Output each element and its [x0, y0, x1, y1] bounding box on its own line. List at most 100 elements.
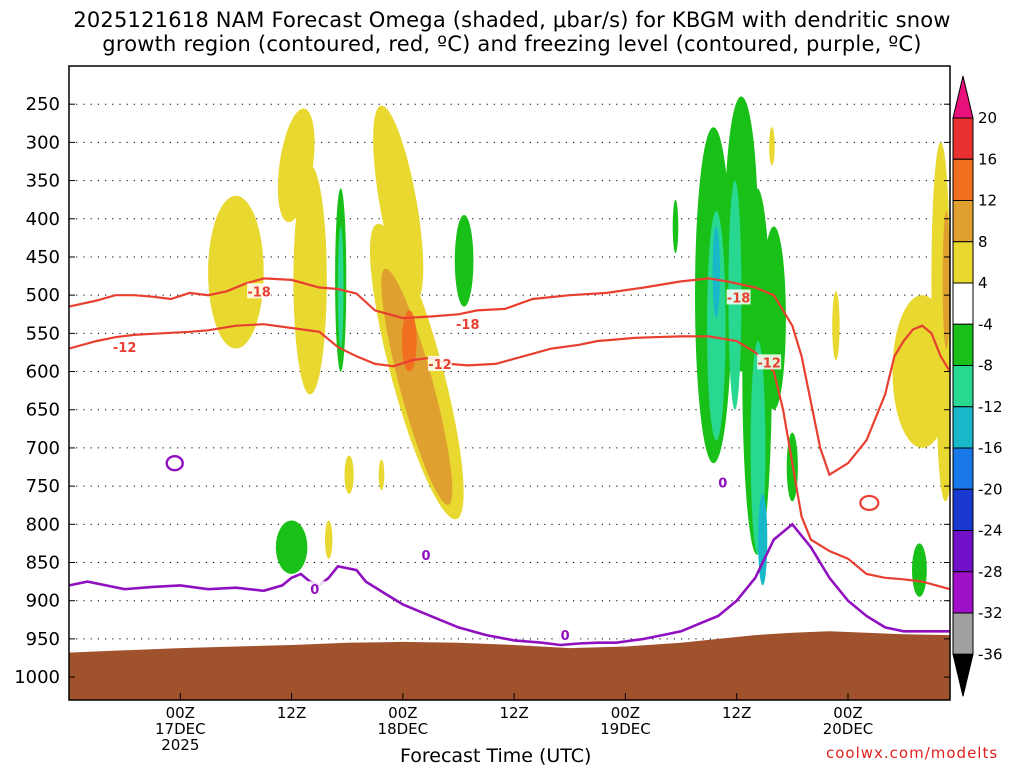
colorbar-bottom-arrow: [952, 653, 974, 697]
omega-region-21: [761, 226, 786, 410]
omega-region-11: [378, 459, 385, 491]
contour-labels: -18 -18 -18 -12 -12 -12 0 0 0 0: [112, 283, 782, 644]
omega-region-22: [758, 493, 768, 586]
contour-label-bg-8: [553, 627, 578, 643]
omega-region-8: [401, 310, 417, 372]
colorbar-label-6: -8: [978, 357, 993, 375]
omega-region-16: [712, 226, 720, 318]
colorbar-bin-9: [952, 447, 974, 490]
omega-region-7: [381, 268, 453, 505]
omega-region-10: [344, 455, 354, 494]
contour-label-bg-0: [247, 283, 272, 299]
y-axis: 250 300 350 400 450 500 550 600 650 700 750 800 850 9…: [14, 94, 950, 688]
ground-surface: [69, 631, 950, 700]
y-tick-label-450: 450: [26, 247, 60, 268]
freezing-level-contour: [69, 522, 950, 647]
colorbar-bin-1: [952, 117, 974, 160]
x-tick-label-36-0: 12Z: [499, 704, 528, 722]
x-tick-label-24-0: 00Z: [388, 704, 417, 722]
contours: [69, 277, 950, 647]
omega-region-15: [707, 211, 726, 441]
omega-region-29: [912, 543, 927, 597]
x-tick-label-48-1: 19DEC: [600, 720, 651, 738]
y-tick-label-250: 250: [26, 94, 60, 115]
contour-label-9: 0: [718, 476, 727, 491]
y-tick-label-650: 650: [26, 400, 60, 421]
dgz-minus12-contour: [69, 323, 950, 591]
colorbar-bin-5: [952, 282, 974, 325]
contour-label-bg-1: [455, 316, 480, 332]
x-axis-title: Forecast Time (UTC): [400, 745, 592, 767]
y-tick-label-750: 750: [26, 476, 60, 497]
omega-region-12: [275, 520, 308, 574]
contour-label-bg-5: [757, 354, 782, 370]
colorbar-label-3: 8: [978, 233, 988, 251]
y-tick-label-550: 550: [26, 323, 60, 344]
y-tick-label-1000: 1000: [14, 667, 60, 688]
ground-fill: [69, 631, 950, 700]
x-tick-label-24-1: 18DEC: [378, 720, 429, 738]
colorbar-label-0: 20: [978, 109, 997, 127]
contour-label-bg-3: [112, 339, 137, 355]
contour-label-8: 0: [561, 629, 570, 644]
freezing-loop-small: [165, 455, 184, 472]
contour-label-bg-7: [414, 546, 439, 562]
y-tick-label-700: 700: [26, 438, 60, 459]
colorbar: 20 16 12 8 4 -4 -8 -12 -16 -20 -24 -28 -32 -36: [952, 75, 1003, 697]
y-tick-label-400: 400: [26, 209, 60, 230]
y-tick-label-600: 600: [26, 362, 60, 383]
contour-label-4: -12: [428, 358, 452, 373]
colorbar-bin-10: [952, 488, 974, 531]
contour-label-bg-9: [710, 474, 735, 490]
contour-label-6: 0: [310, 583, 319, 598]
omega-shading: [208, 96, 950, 597]
x-tick-label-0-0: 00Z: [166, 704, 195, 722]
dgz-loop-small: [859, 494, 880, 512]
omega-region-2: [293, 165, 327, 395]
plot-frame: [68, 65, 951, 701]
x-tick-label-48-0: 00Z: [611, 704, 640, 722]
contour-label-3: -12: [113, 341, 137, 356]
contour-label-2: -18: [727, 291, 751, 306]
chart-title-line-1: 2025121618 NAM Forecast Omega (shaded, μ…: [73, 8, 951, 32]
chart-title-line-2: growth region (contoured, red, ºC) and f…: [102, 32, 922, 56]
x-tick-label-12-0: 12Z: [277, 704, 306, 722]
contour-label-7: 0: [422, 549, 431, 564]
colorbar-top-arrow: [952, 75, 974, 119]
contour-label-5: -12: [757, 356, 781, 371]
colorbar-label-12: -32: [978, 604, 1003, 622]
y-tick-label-800: 800: [26, 514, 60, 535]
credit-text: coolwx.com/modelts: [826, 744, 999, 762]
omega-region-24: [832, 291, 840, 361]
colorbar-bin-7: [952, 365, 974, 408]
colorbar-label-11: -28: [978, 563, 1003, 581]
colorbar-bin-11: [952, 530, 974, 573]
y-tick-label-300: 300: [26, 132, 60, 153]
colorbar-label-5: -4: [978, 315, 993, 333]
colorbar-label-9: -20: [978, 480, 1003, 498]
omega-region-27: [937, 318, 950, 502]
omega-region-13: [325, 520, 333, 559]
contour-label-bg-6: [302, 581, 327, 597]
contour-label-1: -18: [456, 318, 480, 333]
y-tick-label-500: 500: [26, 285, 60, 306]
colorbar-bin-12: [952, 571, 974, 614]
colorbar-bin-13: [952, 612, 974, 655]
colorbar-label-8: -16: [978, 439, 1003, 457]
x-tick-label-72-1: 20DEC: [823, 720, 874, 738]
omega-region-28: [942, 211, 950, 349]
y-tick-label-850: 850: [26, 553, 60, 574]
colorbar-bin-6: [952, 323, 974, 366]
omega-region-30: [769, 127, 775, 166]
colorbar-bin-3: [952, 200, 974, 243]
contour-label-0: -18: [247, 285, 271, 300]
omega-region-9: [454, 214, 474, 307]
y-tick-label-350: 350: [26, 171, 60, 192]
colorbar-label-1: 16: [978, 150, 997, 168]
x-tick-label-72-0: 00Z: [833, 704, 862, 722]
contour-label-bg-2: [726, 289, 751, 305]
colorbar-label-13: -36: [978, 645, 1003, 663]
contour-label-bg-4: [427, 355, 452, 371]
omega-region-4: [337, 226, 344, 349]
